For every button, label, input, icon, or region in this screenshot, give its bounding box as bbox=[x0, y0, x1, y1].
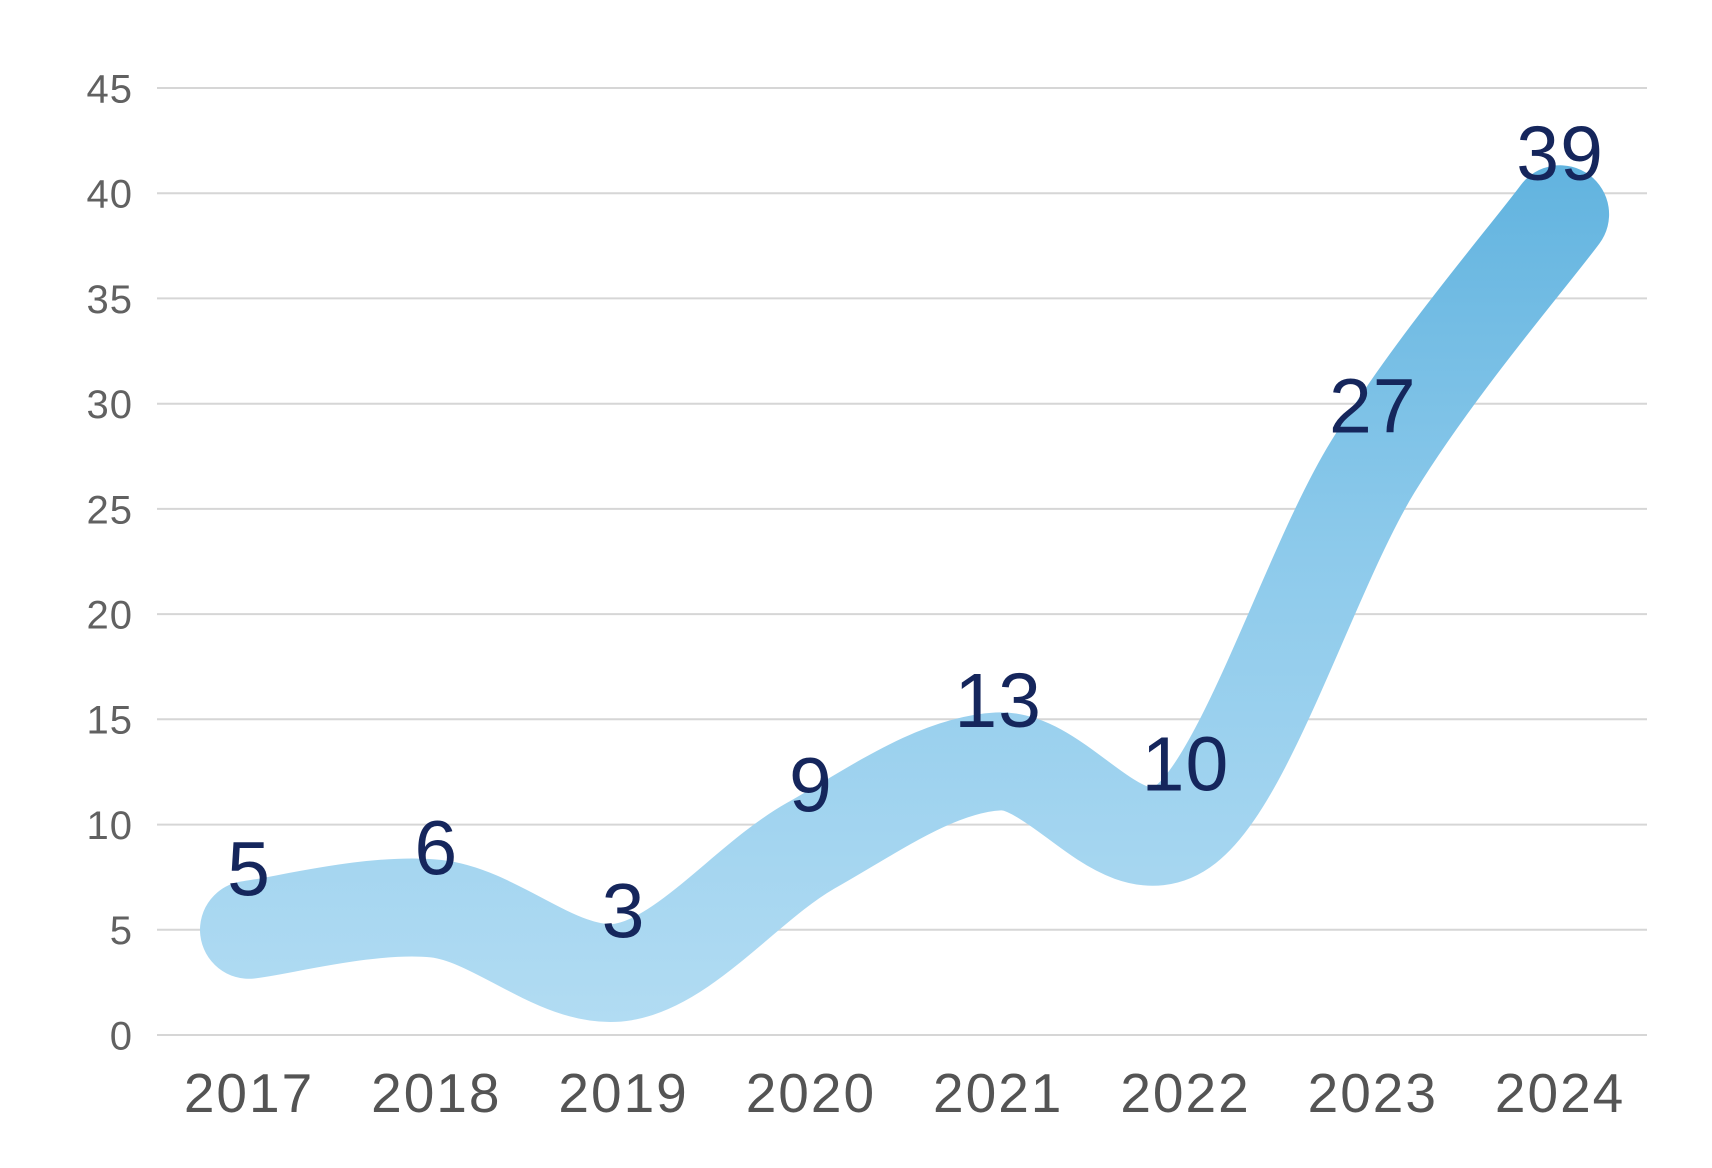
y-axis-tick-label: 15 bbox=[87, 699, 134, 743]
y-axis-tick-label: 0 bbox=[110, 1014, 133, 1058]
y-axis-tick-label: 25 bbox=[87, 488, 134, 532]
y-axis-labels-group: 0 5 10 15 20 25 30 35 40 45 bbox=[87, 67, 134, 1058]
data-point-label: 9 bbox=[789, 742, 833, 828]
y-axis-tick-label: 35 bbox=[87, 278, 134, 322]
data-point-label: 10 bbox=[1142, 721, 1230, 807]
x-axis-tick-label: 2018 bbox=[371, 1062, 501, 1124]
y-axis-tick-label: 40 bbox=[87, 173, 134, 217]
y-axis-tick-label: 10 bbox=[87, 804, 134, 848]
x-axis-tick-label: 2017 bbox=[184, 1062, 314, 1124]
x-axis-tick-label: 2019 bbox=[558, 1062, 688, 1124]
y-axis-tick-label: 20 bbox=[87, 594, 134, 638]
x-axis-tick-label: 2023 bbox=[1308, 1062, 1438, 1124]
y-axis-tick-label: 30 bbox=[87, 383, 134, 427]
series-group bbox=[200, 165, 1610, 1022]
x-axis-tick-label: 2021 bbox=[933, 1062, 1063, 1124]
y-axis-tick-label: 45 bbox=[87, 67, 134, 111]
x-axis-labels-group: 2017 2018 2019 2020 2021 2022 2023 2024 bbox=[184, 1062, 1625, 1124]
x-axis-tick-label: 2022 bbox=[1120, 1062, 1250, 1124]
data-point-label: 5 bbox=[227, 827, 271, 913]
data-point-label: 6 bbox=[414, 805, 458, 891]
data-point-label: 39 bbox=[1516, 111, 1604, 197]
data-point-label: 13 bbox=[954, 658, 1042, 744]
series-line bbox=[200, 165, 1610, 1022]
data-point-label: 27 bbox=[1329, 364, 1417, 450]
x-axis-tick-label: 2024 bbox=[1495, 1062, 1625, 1124]
x-axis-tick-label: 2020 bbox=[746, 1062, 876, 1124]
data-point-label: 3 bbox=[602, 869, 646, 955]
y-axis-tick-label: 5 bbox=[110, 909, 133, 953]
